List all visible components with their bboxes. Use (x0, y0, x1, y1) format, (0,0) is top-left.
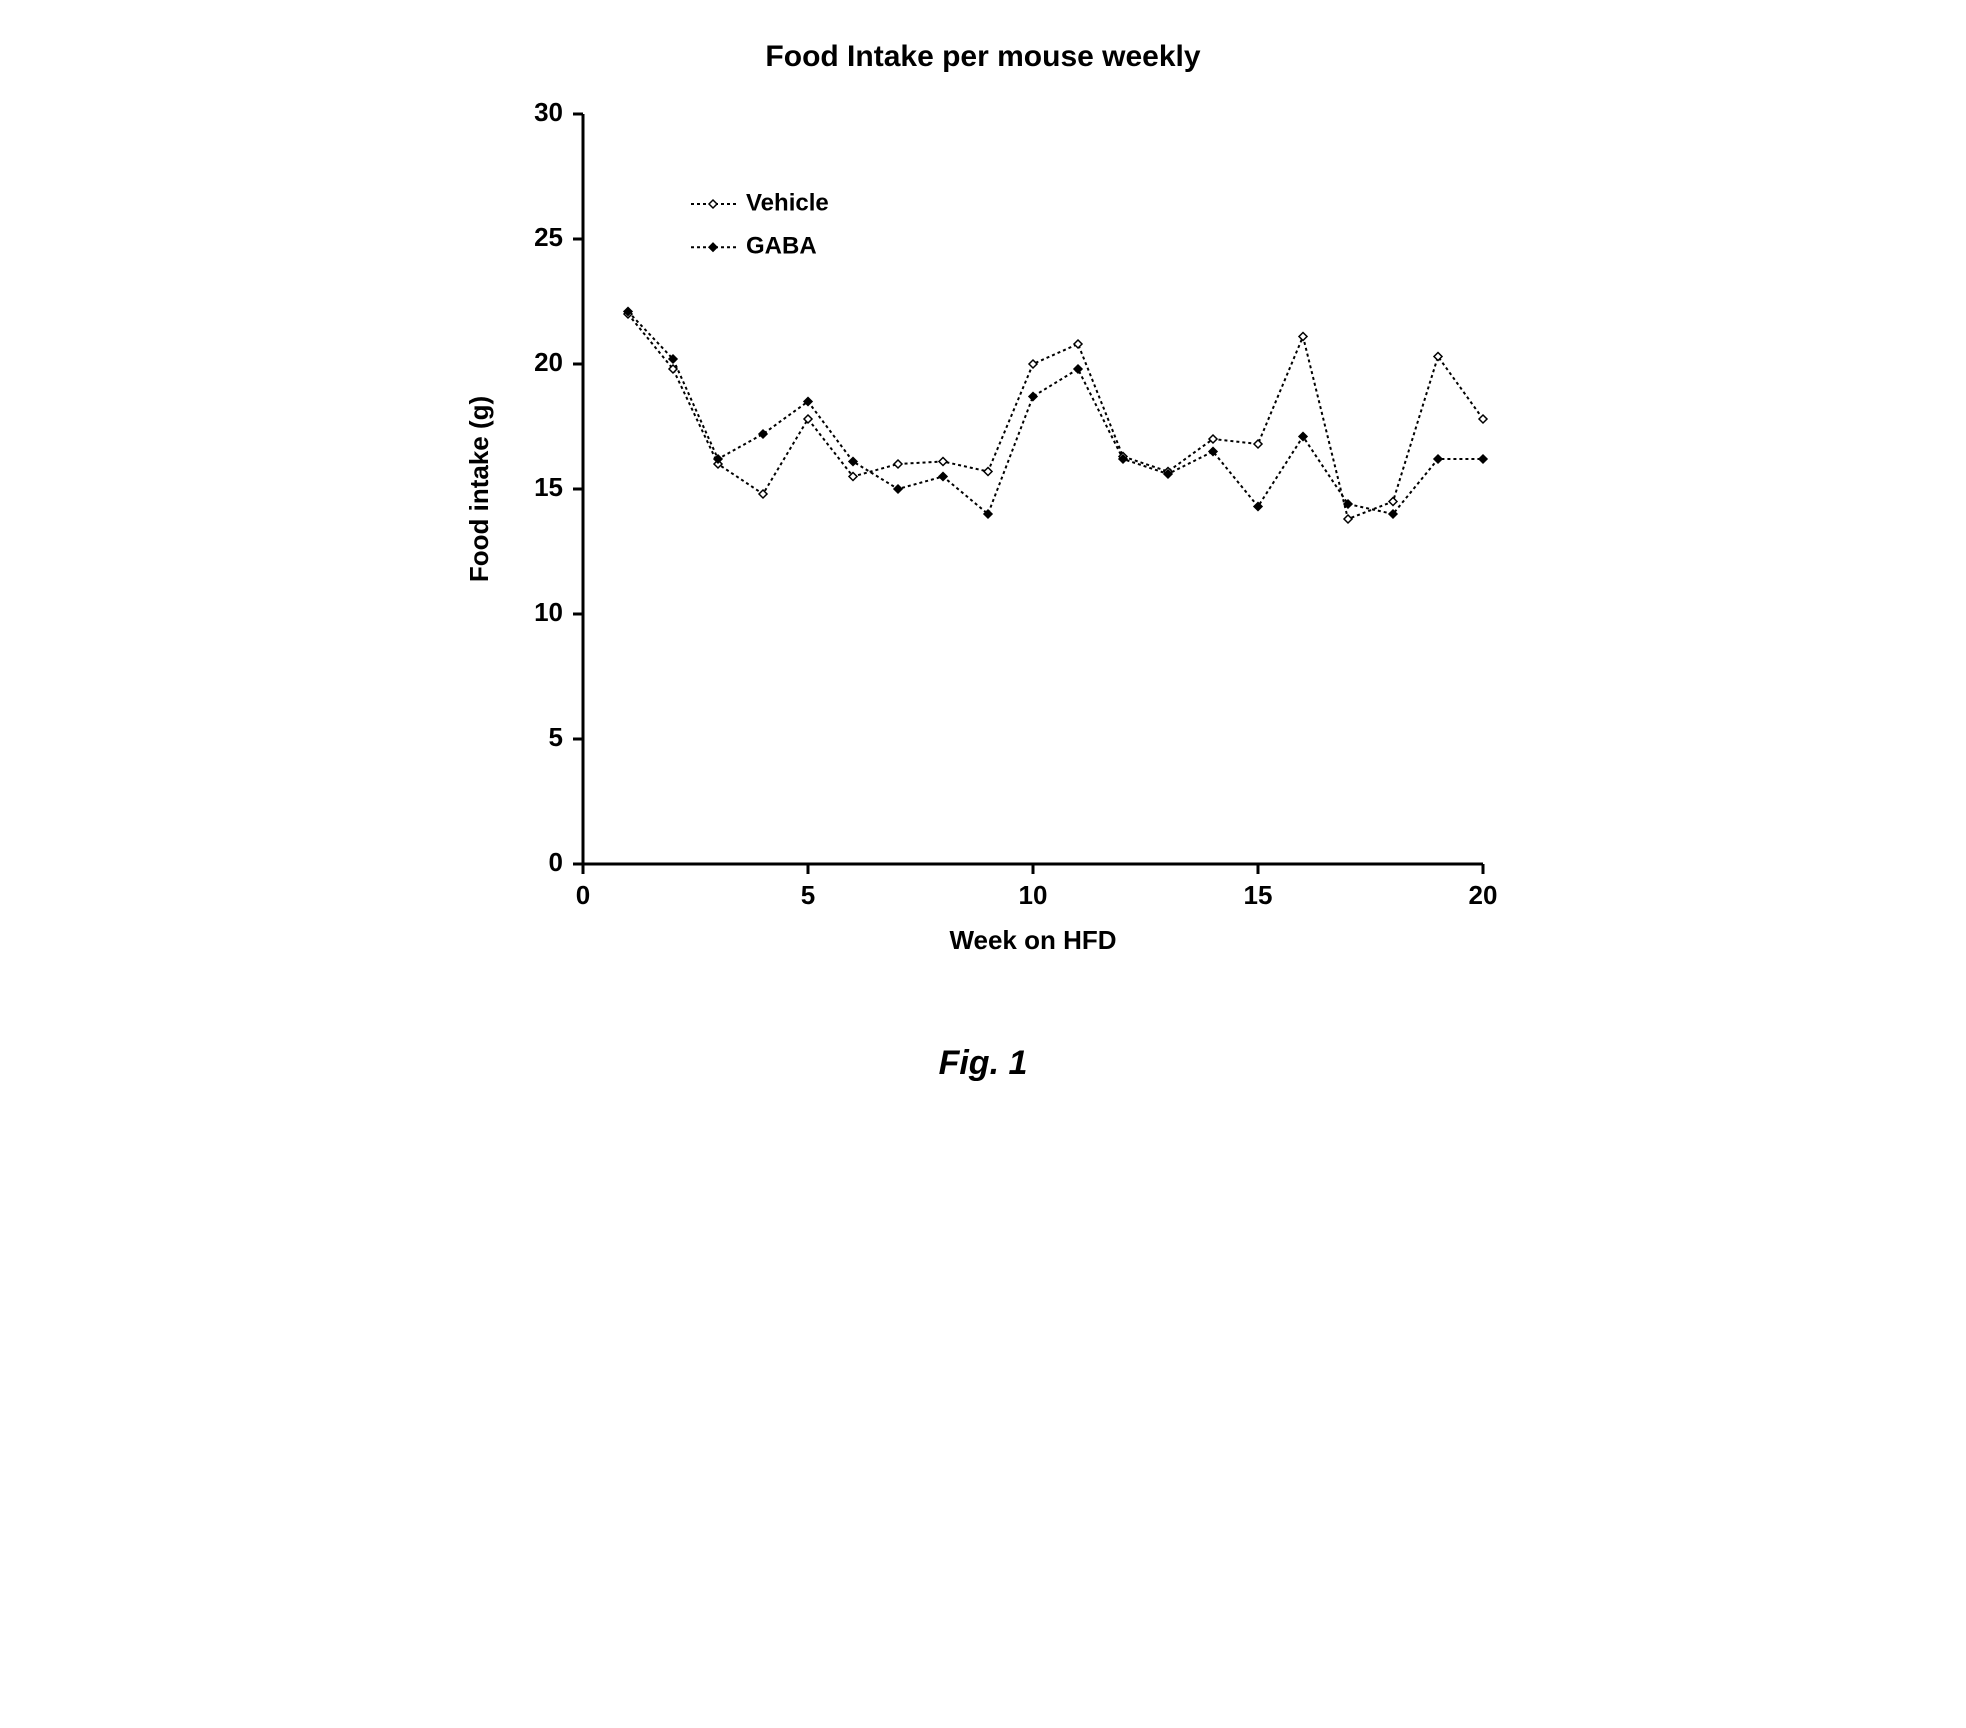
svg-text:20: 20 (534, 347, 563, 377)
svg-text:15: 15 (1244, 880, 1273, 910)
line-chart: 0 5 10 15 20 25 30 0 5 10 15 20 Food intake (g) Week … (443, 84, 1523, 984)
svg-text:30: 30 (534, 97, 563, 127)
svg-text:20: 20 (1469, 880, 1498, 910)
svg-text:5: 5 (549, 722, 563, 752)
chart-container: Food Intake per mouse weekly 0 5 10 15 20 25 3… (443, 40, 1523, 984)
svg-text:10: 10 (1019, 880, 1048, 910)
svg-text:0: 0 (549, 847, 563, 877)
figure-label: Fig. 1 (939, 1044, 1028, 1083)
svg-text:10: 10 (534, 597, 563, 627)
svg-text:15: 15 (534, 472, 563, 502)
svg-text:Week on HFD: Week on HFD (949, 925, 1116, 955)
svg-text:Vehicle: Vehicle (746, 189, 829, 216)
svg-text:Food intake (g): Food intake (g) (464, 396, 494, 582)
svg-text:GABA: GABA (746, 233, 817, 260)
chart-title: Food Intake per mouse weekly (443, 40, 1523, 74)
svg-text:0: 0 (576, 880, 590, 910)
svg-text:5: 5 (801, 880, 815, 910)
svg-text:25: 25 (534, 222, 563, 252)
